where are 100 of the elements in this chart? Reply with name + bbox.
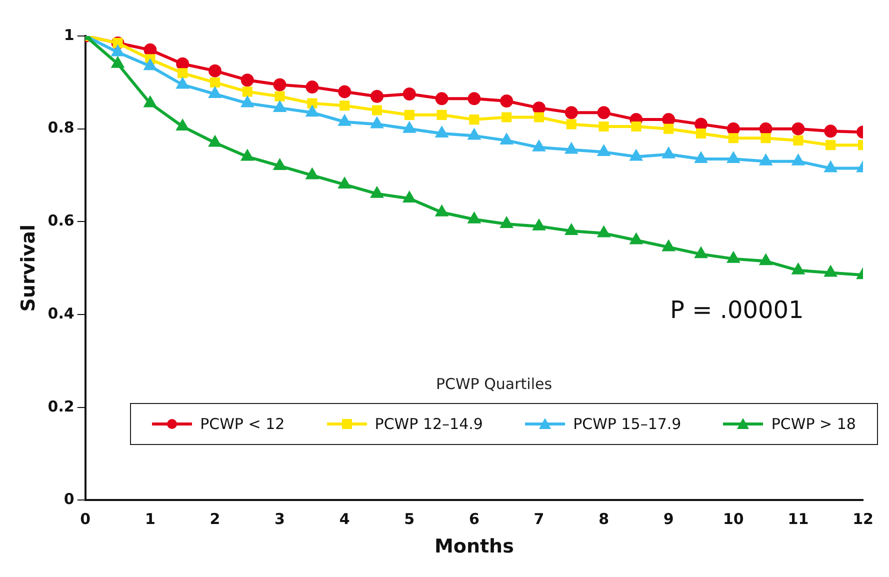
point bbox=[370, 90, 384, 103]
point bbox=[532, 101, 546, 114]
point bbox=[240, 74, 254, 87]
point bbox=[274, 101, 286, 112]
y-tick-label: 0.4 bbox=[48, 304, 74, 322]
point bbox=[662, 240, 674, 252]
point bbox=[404, 192, 416, 202]
point bbox=[178, 68, 188, 78]
point bbox=[566, 143, 578, 154]
x-tick-label: 5 bbox=[404, 510, 415, 528]
point bbox=[404, 110, 414, 120]
point bbox=[176, 57, 190, 70]
point bbox=[533, 220, 545, 230]
x-axis-title: Months bbox=[434, 536, 514, 558]
point bbox=[469, 114, 480, 125]
point bbox=[274, 159, 286, 170]
x-tick-label: 8 bbox=[598, 510, 610, 528]
point bbox=[307, 98, 318, 108]
x-tick-label: 9 bbox=[663, 510, 674, 528]
point bbox=[824, 124, 838, 138]
x-tick-label: 2 bbox=[210, 510, 220, 528]
point bbox=[631, 121, 642, 132]
point bbox=[598, 146, 610, 156]
point bbox=[112, 57, 124, 68]
point bbox=[793, 135, 804, 146]
point bbox=[792, 154, 804, 166]
x-tick-label: 0 bbox=[80, 510, 91, 528]
point bbox=[208, 64, 222, 78]
point bbox=[338, 85, 352, 98]
point bbox=[273, 78, 286, 92]
legend-label: PCWP < 12 bbox=[200, 415, 285, 433]
x-tick-label: 7 bbox=[534, 510, 544, 528]
point bbox=[176, 78, 188, 89]
point bbox=[274, 91, 285, 102]
point bbox=[824, 162, 836, 172]
point bbox=[468, 129, 480, 140]
x-tick-label: 11 bbox=[788, 510, 809, 528]
point bbox=[242, 96, 254, 108]
point bbox=[564, 106, 578, 120]
point bbox=[112, 46, 124, 56]
point bbox=[630, 150, 642, 161]
point bbox=[695, 152, 707, 164]
point bbox=[534, 112, 544, 122]
y-axis-title: Survival bbox=[17, 224, 40, 312]
point bbox=[468, 92, 481, 106]
point bbox=[759, 122, 772, 136]
point bbox=[371, 118, 383, 128]
point bbox=[338, 115, 350, 126]
point bbox=[726, 122, 740, 136]
legend-label: PCWP 15–17.9 bbox=[573, 415, 682, 433]
point bbox=[436, 126, 448, 138]
y-tick-label: 0.8 bbox=[48, 118, 74, 137]
annotation: P = .00001 bbox=[670, 296, 804, 324]
point bbox=[144, 96, 156, 108]
y-tick-label: 0.6 bbox=[48, 212, 74, 230]
point bbox=[144, 60, 156, 70]
y-tick-label: 0.2 bbox=[48, 397, 74, 416]
point bbox=[760, 133, 771, 144]
point bbox=[144, 43, 157, 56]
point bbox=[566, 224, 578, 235]
point bbox=[728, 152, 740, 164]
point bbox=[664, 124, 674, 134]
point bbox=[630, 234, 642, 244]
point bbox=[500, 134, 512, 144]
point bbox=[728, 252, 740, 263]
point bbox=[728, 133, 738, 144]
x-tick-label: 10 bbox=[722, 510, 744, 528]
point bbox=[435, 92, 448, 106]
point bbox=[760, 154, 772, 166]
point bbox=[176, 120, 188, 131]
x-tick-label: 1 bbox=[144, 510, 156, 528]
y-tick-label: 0 bbox=[64, 490, 74, 508]
x-tick-label: 6 bbox=[468, 510, 480, 528]
point bbox=[242, 86, 252, 97]
point bbox=[500, 218, 512, 228]
point bbox=[306, 106, 318, 117]
point bbox=[371, 187, 383, 198]
point bbox=[500, 94, 514, 108]
y-tick-label: 1 bbox=[64, 26, 74, 44]
point bbox=[695, 248, 707, 258]
point bbox=[306, 80, 319, 94]
x-tick-label: 4 bbox=[339, 510, 350, 528]
x-tick-label: 12 bbox=[852, 510, 874, 528]
point bbox=[468, 212, 480, 224]
point bbox=[824, 266, 836, 277]
point bbox=[436, 110, 447, 120]
x-tick-label: 3 bbox=[274, 510, 285, 528]
point bbox=[436, 206, 448, 216]
point bbox=[598, 226, 610, 238]
point bbox=[502, 112, 512, 122]
point bbox=[696, 128, 706, 139]
point bbox=[662, 148, 674, 158]
legend-label: PCWP > 18 bbox=[771, 415, 856, 433]
point bbox=[209, 136, 221, 147]
point bbox=[760, 254, 772, 266]
point bbox=[533, 140, 545, 152]
legend-label: PCWP 12–14.9 bbox=[374, 415, 483, 433]
point bbox=[306, 168, 318, 180]
point bbox=[242, 150, 254, 161]
point bbox=[826, 140, 836, 150]
